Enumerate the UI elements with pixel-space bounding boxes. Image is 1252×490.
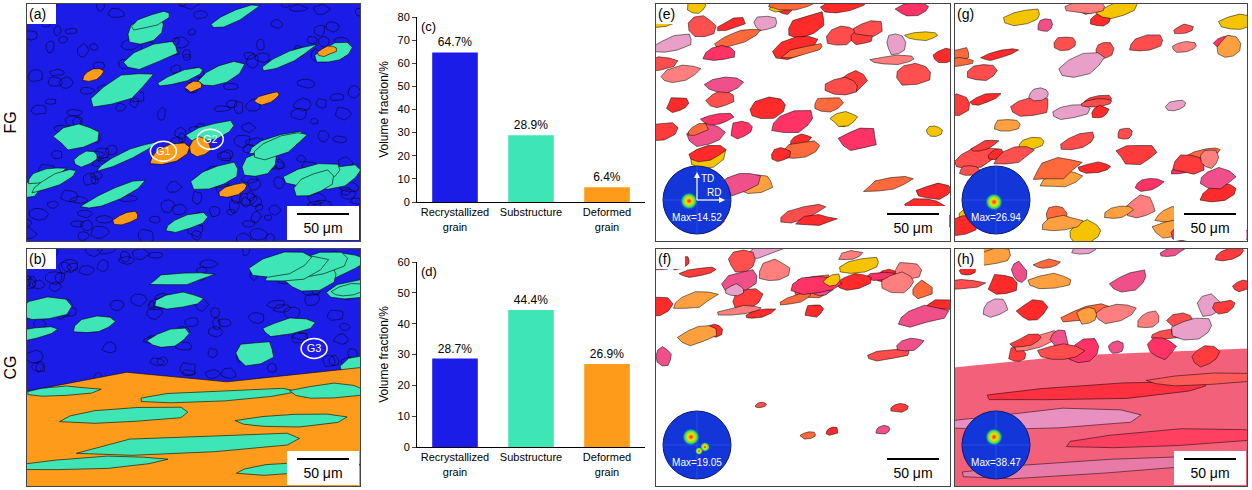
- svg-text:(g): (g): [957, 6, 974, 22]
- svg-text:Volume fraction/%: Volume fraction/%: [377, 61, 391, 158]
- svg-text:50 μm: 50 μm: [303, 465, 342, 481]
- svg-text:30: 30: [398, 126, 410, 138]
- svg-text:0: 0: [404, 196, 410, 208]
- svg-text:28.7%: 28.7%: [438, 342, 472, 356]
- svg-text:RD: RD: [707, 187, 721, 198]
- svg-text:20: 20: [398, 379, 410, 391]
- svg-text:(d): (d): [421, 264, 437, 279]
- svg-text:G2: G2: [203, 133, 218, 145]
- svg-text:20: 20: [398, 150, 410, 162]
- svg-text:60: 60: [398, 57, 410, 69]
- svg-text:50: 50: [398, 287, 410, 299]
- svg-text:(b): (b): [29, 251, 46, 267]
- svg-text:50: 50: [398, 80, 410, 92]
- svg-text:80: 80: [398, 11, 410, 23]
- svg-text:10: 10: [398, 173, 410, 185]
- svg-text:28.9%: 28.9%: [514, 118, 548, 132]
- svg-text:(e): (e): [658, 6, 675, 22]
- svg-text:64.7%: 64.7%: [438, 35, 472, 49]
- svg-text:G3: G3: [307, 342, 322, 354]
- svg-text:(a): (a): [29, 6, 46, 22]
- svg-text:FG: FG: [2, 111, 19, 133]
- svg-text:G1: G1: [156, 145, 171, 157]
- svg-text:26.9%: 26.9%: [590, 347, 624, 361]
- svg-text:50 μm: 50 μm: [893, 220, 932, 236]
- svg-text:Max=19.05: Max=19.05: [672, 457, 722, 468]
- svg-text:44.4%: 44.4%: [514, 293, 548, 307]
- svg-text:Substructure: Substructure: [500, 206, 562, 218]
- svg-text:50 μm: 50 μm: [1190, 465, 1229, 481]
- svg-text:30: 30: [398, 348, 410, 360]
- svg-text:10: 10: [398, 410, 410, 422]
- svg-text:Recrystallizedgrain: Recrystallizedgrain: [421, 206, 489, 232]
- svg-text:40: 40: [398, 318, 410, 330]
- svg-text:CG: CG: [2, 356, 19, 380]
- svg-text:Deformedgrain: Deformedgrain: [583, 451, 631, 477]
- svg-text:Max=26.94: Max=26.94: [971, 212, 1021, 223]
- svg-text:6.4%: 6.4%: [593, 170, 621, 184]
- svg-text:50 μm: 50 μm: [303, 220, 342, 236]
- svg-text:TD: TD: [701, 173, 714, 184]
- svg-text:Substructure: Substructure: [500, 451, 562, 463]
- svg-text:50 μm: 50 μm: [1190, 220, 1229, 236]
- svg-text:Max=38.47: Max=38.47: [971, 457, 1021, 468]
- svg-text:Deformedgrain: Deformedgrain: [583, 206, 631, 232]
- svg-text:50 μm: 50 μm: [893, 465, 932, 481]
- svg-text:Max=14.52: Max=14.52: [672, 212, 722, 223]
- svg-text:70: 70: [398, 34, 410, 46]
- svg-text:(h): (h): [957, 251, 974, 267]
- svg-text:(c): (c): [421, 19, 436, 34]
- svg-text:Recrystallizedgrain: Recrystallizedgrain: [421, 451, 489, 477]
- svg-text:(f): (f): [658, 251, 671, 267]
- svg-text:0: 0: [404, 441, 410, 453]
- svg-text:40: 40: [398, 103, 410, 115]
- svg-text:Volume fraction/%: Volume fraction/%: [377, 306, 391, 403]
- svg-text:60: 60: [398, 256, 410, 268]
